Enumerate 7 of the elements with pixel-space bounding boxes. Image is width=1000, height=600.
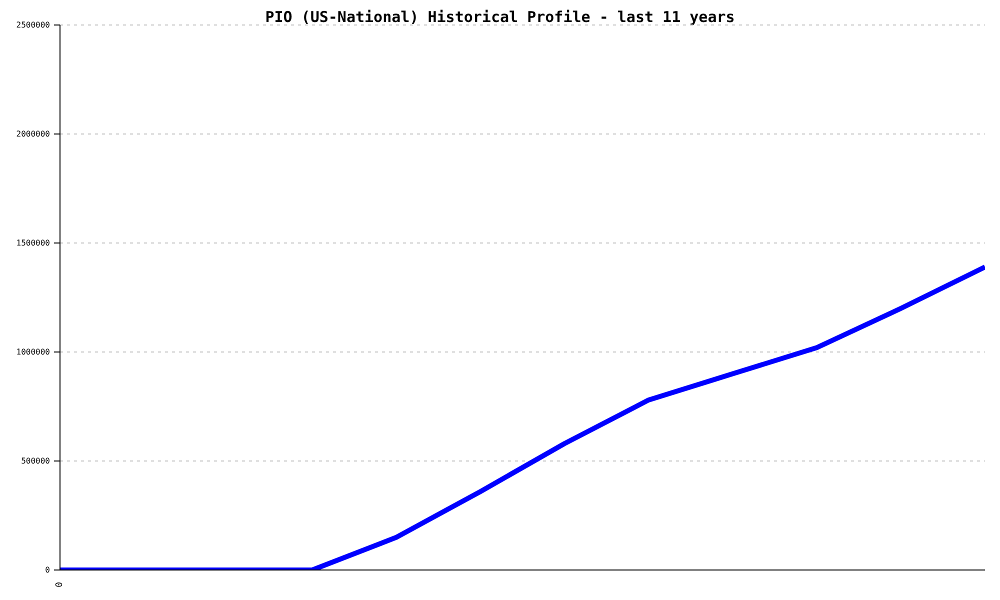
y-tick-label: 0 [45,566,50,574]
y-tick-label: 2500000 [16,20,50,30]
chart-title: PIO (US-National) Historical Profile - last 11 years [265,8,735,26]
y-tick-label: 1000000 [16,348,50,356]
y-tick-label: 2000000 [16,130,50,138]
y-tick-label: 1500000 [16,238,50,248]
y-tick-label: 500000 [21,456,50,466]
